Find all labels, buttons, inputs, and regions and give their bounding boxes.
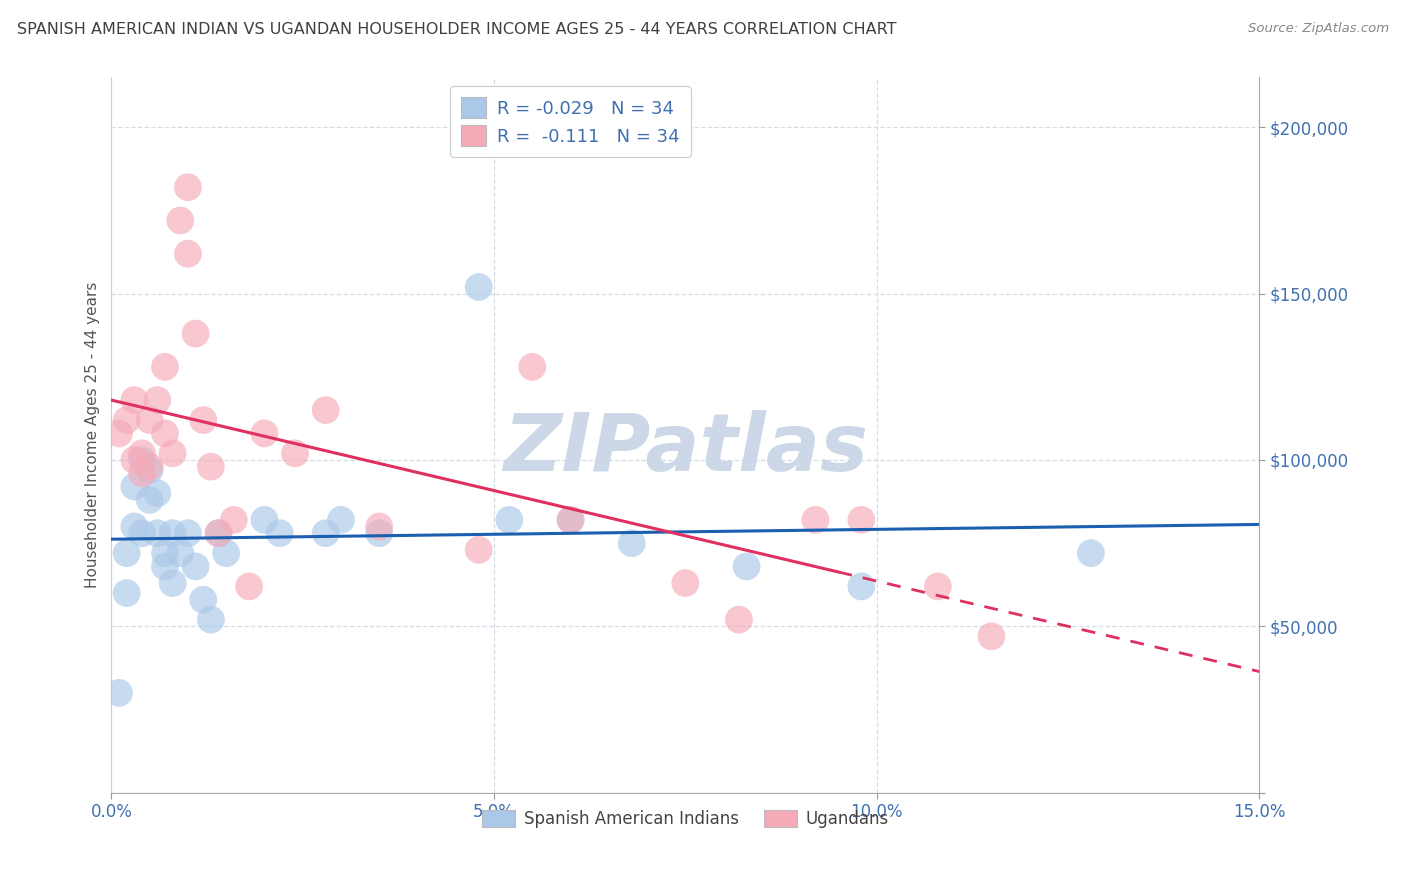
Point <box>193 413 215 427</box>
Point <box>498 513 520 527</box>
Point <box>138 459 160 474</box>
Point <box>522 359 544 374</box>
Point <box>269 526 291 541</box>
Point <box>162 446 184 460</box>
Point <box>253 513 276 527</box>
Point <box>177 526 200 541</box>
Point <box>222 513 245 527</box>
Text: SPANISH AMERICAN INDIAN VS UGANDAN HOUSEHOLDER INCOME AGES 25 - 44 YEARS CORRELA: SPANISH AMERICAN INDIAN VS UGANDAN HOUSE… <box>17 22 897 37</box>
Legend: Spanish American Indians, Ugandans: Spanish American Indians, Ugandans <box>475 803 896 834</box>
Point <box>184 559 207 574</box>
Point <box>467 542 489 557</box>
Point <box>124 519 146 533</box>
Point <box>1080 546 1102 560</box>
Point <box>330 513 353 527</box>
Point <box>980 629 1002 643</box>
Point <box>215 546 238 560</box>
Point <box>138 492 160 507</box>
Point <box>169 213 191 227</box>
Point <box>620 536 643 550</box>
Point <box>146 393 169 408</box>
Point <box>153 559 176 574</box>
Text: ZIPatlas: ZIPatlas <box>503 410 868 488</box>
Text: Source: ZipAtlas.com: Source: ZipAtlas.com <box>1249 22 1389 36</box>
Point <box>169 546 191 560</box>
Point <box>200 613 222 627</box>
Point <box>146 526 169 541</box>
Point <box>315 403 337 417</box>
Point <box>735 559 758 574</box>
Point <box>368 519 391 533</box>
Point <box>560 513 582 527</box>
Point <box>131 453 153 467</box>
Point <box>115 413 138 427</box>
Point <box>131 446 153 460</box>
Point <box>851 513 873 527</box>
Point <box>728 613 751 627</box>
Point <box>207 526 229 541</box>
Point <box>284 446 307 460</box>
Point <box>138 413 160 427</box>
Point <box>153 426 176 441</box>
Point <box>115 586 138 600</box>
Point <box>560 513 582 527</box>
Point <box>200 459 222 474</box>
Point <box>146 486 169 500</box>
Point <box>804 513 827 527</box>
Point <box>253 426 276 441</box>
Point <box>124 453 146 467</box>
Point <box>131 467 153 481</box>
Point <box>108 686 131 700</box>
Point <box>153 546 176 560</box>
Point <box>238 579 260 593</box>
Point <box>131 526 153 541</box>
Point <box>467 280 489 294</box>
Point <box>851 579 873 593</box>
Point <box>108 426 131 441</box>
Point <box>115 546 138 560</box>
Point <box>207 526 229 541</box>
Point <box>184 326 207 341</box>
Point <box>162 576 184 591</box>
Point <box>124 393 146 408</box>
Point <box>177 180 200 194</box>
Point <box>177 246 200 260</box>
Point <box>153 359 176 374</box>
Point <box>124 480 146 494</box>
Point <box>162 526 184 541</box>
Point <box>315 526 337 541</box>
Point <box>673 576 696 591</box>
Point <box>138 463 160 477</box>
Point <box>193 592 215 607</box>
Point <box>927 579 949 593</box>
Y-axis label: Householder Income Ages 25 - 44 years: Householder Income Ages 25 - 44 years <box>86 282 100 588</box>
Point <box>368 526 391 541</box>
